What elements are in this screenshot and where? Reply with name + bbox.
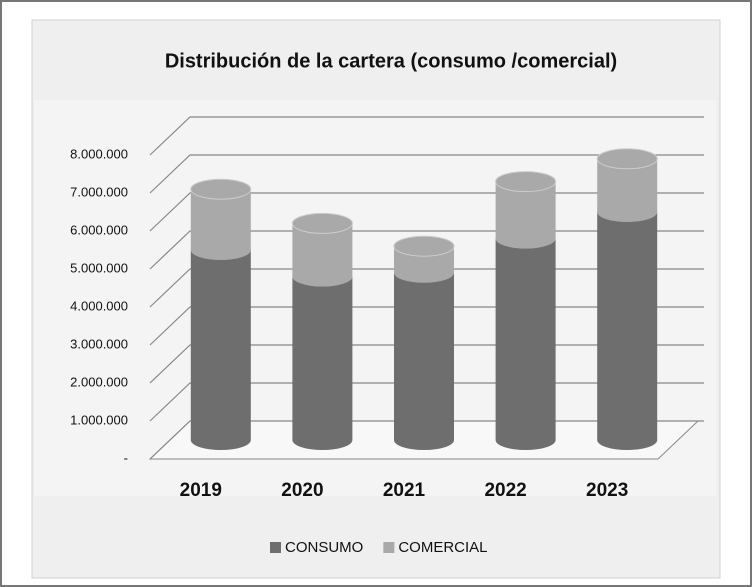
y-tick-label: 8.000.000 xyxy=(70,146,128,161)
bar-segment xyxy=(596,148,658,222)
bar-segment xyxy=(495,171,557,249)
cylinder-top xyxy=(393,235,455,257)
bar-segment xyxy=(190,250,251,450)
cylinder-body xyxy=(292,276,353,450)
cylinder-body xyxy=(495,238,556,450)
cylinder-top xyxy=(495,171,557,193)
y-tick-label: - xyxy=(124,450,128,465)
y-tick-label: 7.000.000 xyxy=(70,184,128,199)
x-tick-label: 2019 xyxy=(180,480,222,501)
y-tick-label: 3.000.000 xyxy=(70,336,128,351)
legend-label: COMERCIAL xyxy=(398,539,487,556)
chart-title: Distribución de la cartera (consumo /com… xyxy=(165,50,617,72)
bar-segment xyxy=(190,178,252,260)
bar-segment xyxy=(393,235,455,283)
x-tick-label: 2022 xyxy=(484,480,526,501)
y-tick-label: 5.000.000 xyxy=(70,260,128,275)
cylinder-body xyxy=(394,272,454,450)
x-tick-label: 2021 xyxy=(383,480,426,501)
x-tick-label: 2023 xyxy=(586,480,628,501)
bar-segment xyxy=(495,238,556,450)
bar-segment xyxy=(394,272,454,450)
legend-label: CONSUMO xyxy=(285,539,363,556)
cylinder-body xyxy=(190,250,251,450)
cylinder-body xyxy=(597,158,658,222)
y-tick-label: 6.000.000 xyxy=(70,222,128,237)
cylinder-top xyxy=(190,178,252,200)
grid-line xyxy=(149,116,704,156)
y-tick-label: 4.000.000 xyxy=(70,298,128,313)
cylinder-body xyxy=(292,223,353,287)
cylinder-body xyxy=(495,181,556,249)
y-tick-label: 1.000.000 xyxy=(70,412,128,427)
legend-swatch xyxy=(383,542,395,553)
grid-line xyxy=(149,154,704,194)
cylinder-top xyxy=(291,212,353,234)
cylinder-body xyxy=(190,189,251,260)
x-tick-label: 2020 xyxy=(281,480,323,501)
cylinder-top xyxy=(596,148,658,170)
bar-segment xyxy=(292,276,353,450)
legend-swatch xyxy=(270,542,281,553)
bar-segment xyxy=(291,212,353,287)
y-tick-label: 2.000.000 xyxy=(70,374,128,389)
bar-segment xyxy=(597,212,658,450)
cylinder-body xyxy=(597,212,658,450)
